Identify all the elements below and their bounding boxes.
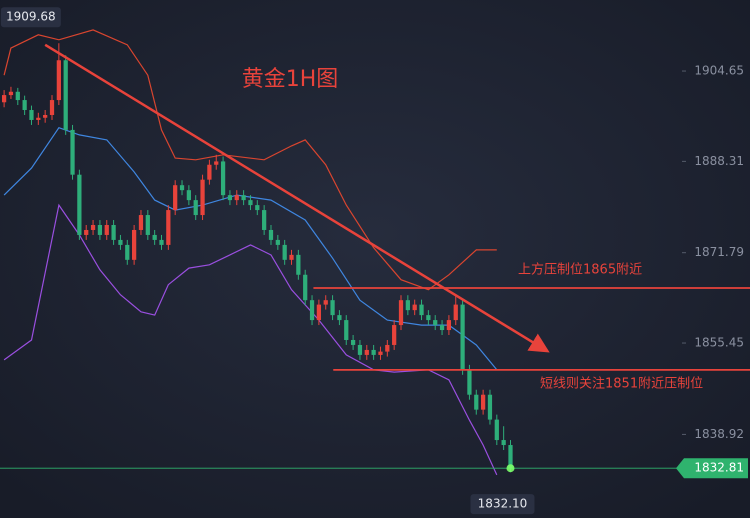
candle-body — [385, 344, 390, 352]
candle-body — [460, 304, 465, 370]
candle-body — [132, 229, 137, 260]
candle-body — [316, 304, 322, 321]
candle-body — [296, 254, 301, 275]
candle-body — [337, 315, 342, 321]
current-price-dot — [506, 464, 515, 473]
candle-body — [480, 394, 486, 410]
candle-body — [1, 95, 7, 103]
candle-body — [193, 200, 198, 216]
candle-body — [166, 210, 171, 245]
candle-body — [453, 304, 458, 321]
candle-body — [289, 254, 294, 260]
candle-body — [8, 91, 14, 96]
candle-body — [323, 300, 328, 305]
candle-body — [439, 325, 445, 331]
candle-body — [268, 229, 274, 240]
candle-body — [125, 244, 130, 260]
candle-body — [97, 225, 103, 235]
candle-body — [487, 394, 493, 420]
candle-body — [36, 117, 41, 120]
candle-body — [494, 419, 499, 441]
candle-body — [15, 91, 20, 101]
candle-body — [227, 195, 233, 201]
candle-body — [364, 349, 369, 355]
candle-body — [159, 239, 164, 245]
candle-body — [63, 60, 68, 130]
candle-body — [303, 274, 308, 301]
candle-body — [255, 205, 260, 211]
candle-body — [200, 179, 205, 216]
candle-body — [405, 300, 410, 311]
candle-body — [111, 225, 116, 240]
candle-body — [344, 320, 349, 340]
candle-body — [43, 114, 48, 118]
candle-body — [248, 200, 253, 206]
candle-body — [173, 185, 178, 211]
candle-body — [309, 300, 315, 321]
candle-body — [234, 195, 239, 201]
candle-body — [145, 215, 150, 235]
candle-body — [433, 320, 438, 326]
chart-title: 黄金1H图 — [242, 67, 339, 92]
max-label: 1909.68 — [6, 10, 56, 24]
candle-body — [207, 164, 212, 180]
candle-body — [474, 394, 479, 410]
candle-body — [262, 210, 267, 230]
current-price-tag — [676, 458, 748, 479]
indicator-line — [3, 203, 498, 476]
candle-body — [138, 215, 144, 230]
candle-body — [419, 304, 424, 316]
candle-body — [398, 300, 404, 326]
level-label: 短线则关注1851附近压制位 — [540, 376, 703, 391]
indicator-line — [3, 29, 497, 291]
candle-body — [350, 339, 356, 345]
candle-body — [241, 195, 246, 201]
candle-body — [282, 244, 287, 260]
candle-body — [357, 344, 363, 355]
candle-body — [179, 185, 185, 191]
candle-body — [84, 229, 89, 235]
y-tick-label: 1904.65 — [694, 64, 744, 78]
candle-body — [371, 349, 376, 355]
candle-body — [330, 300, 335, 316]
candle-body — [446, 320, 452, 331]
trend-line — [44, 43, 550, 353]
y-tick-label: 1888.31 — [694, 154, 744, 168]
candle-body — [392, 325, 397, 345]
candle-body — [56, 60, 61, 101]
candle-body — [77, 174, 82, 235]
candle-body — [118, 239, 123, 245]
candle-body — [412, 304, 417, 311]
y-tick-label: 1871.79 — [694, 245, 744, 259]
candle-body — [501, 440, 506, 446]
candle-body — [275, 239, 280, 245]
candle-body — [22, 100, 27, 111]
candle-body — [90, 225, 96, 230]
candle-body — [508, 445, 513, 469]
level-label: 上方压制位1865附近 — [518, 262, 642, 278]
min-label-box — [470, 494, 535, 515]
candle-body — [186, 190, 191, 201]
candle-body — [49, 100, 55, 115]
current-price-label: 1832.81 — [694, 461, 744, 475]
candle-body — [467, 369, 472, 395]
max-label-box — [0, 7, 61, 28]
y-tick-label: 1838.92 — [694, 427, 744, 441]
y-tick-label: 1855.45 — [694, 336, 744, 350]
candle-body — [70, 129, 75, 175]
min-label: 1832.10 — [478, 497, 528, 511]
candle-body — [214, 161, 219, 165]
candle-body — [220, 161, 226, 196]
candle-body — [29, 110, 34, 120]
candle-body — [378, 351, 383, 355]
candle-body — [152, 234, 157, 240]
candle-body — [104, 225, 109, 235]
candle-body — [426, 315, 431, 321]
